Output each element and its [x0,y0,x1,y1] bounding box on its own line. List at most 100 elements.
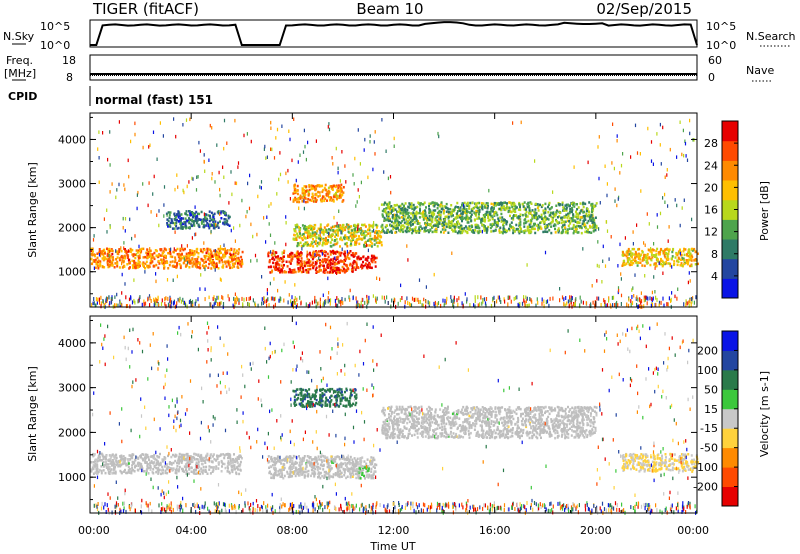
power-cell [214,253,217,256]
velocity-cell [183,470,186,473]
near-range-speck [637,297,639,302]
scatter-speck [237,161,240,165]
power-cell [512,231,515,235]
power-cell [175,224,178,228]
power-cell [429,202,432,205]
near-range-speck [626,302,628,307]
near-range-speck [138,298,140,303]
power-cell [298,230,301,233]
power-cell [475,223,478,227]
power-cell [307,197,310,201]
near-range-speck [477,303,479,308]
power-cell [208,219,211,223]
power-cell [525,210,528,214]
power-cell [477,206,480,210]
near-range-speck [662,296,664,301]
near-range-speck [688,303,690,308]
power-cell [300,253,303,257]
freq-left-tick-bottom: 8 [66,71,73,84]
near-range-speck [596,296,598,301]
power-cell [434,224,437,227]
power-cell [418,226,421,229]
power-cell [641,264,644,267]
scatter-speck [644,243,646,247]
power-cell [168,216,171,219]
power-cell [164,254,167,258]
power-cell [199,266,202,270]
power-cell [306,255,308,258]
power-cell [315,270,318,273]
velocity-cell [93,453,96,456]
power-cell [368,226,371,230]
power-cell [305,185,308,188]
power-cell [352,261,355,264]
near-range-speck [155,301,157,306]
power-cell [470,225,473,228]
scatter-speck [231,192,233,197]
power-cell [351,229,354,232]
power-cell [169,255,172,258]
power-cell [628,253,631,256]
power-cell [207,258,210,261]
power-cell [304,242,307,246]
power-cell [333,261,336,264]
power-cell [536,203,539,206]
power-cell [466,218,469,221]
power-cell [176,253,179,256]
near-range-speck [119,301,121,306]
scatter-speck [643,241,645,245]
near-range-speck [335,302,337,307]
power-cell [147,266,150,269]
power-cell [315,236,318,239]
power-cell [237,251,240,254]
near-range-speck [214,298,216,303]
power-cell [370,245,373,248]
power-cell [461,229,464,233]
power-cell [342,191,345,194]
power-cell [591,208,593,211]
near-range-speck [111,297,113,301]
power-cell [191,251,194,255]
power-cell [336,256,339,260]
power-cell [473,219,476,222]
power-cell [459,224,462,227]
power-cell [306,243,309,246]
scatter-speck [269,281,271,286]
velocity-cell [115,459,118,462]
scatter-speck [639,152,641,156]
scatter-speck [281,124,283,128]
power-cell [331,262,334,266]
power-cell [230,256,233,259]
velocity-cell [237,468,239,471]
near-range-speck [228,297,230,302]
power-cell [493,211,496,214]
near-range-speck [644,297,646,302]
power-cell [274,251,277,254]
power-cell [344,234,347,237]
power-cell [525,220,528,224]
power-cell [294,196,297,200]
velocity-cell [157,466,160,470]
scatter-speck [328,231,330,236]
near-range-speck [549,296,551,301]
power-cell [153,257,156,261]
power-cell [533,224,536,227]
power-cell [337,234,339,237]
power-cell [217,267,220,270]
near-range-speck [639,298,641,303]
power-cell [138,262,141,265]
power-cell [343,262,346,266]
velocity-cell [190,460,193,464]
power-cell [667,250,670,253]
scatter-speck [632,242,634,246]
power-cell [339,196,342,199]
power-cell [630,254,633,257]
power-cell [317,234,320,237]
power-cell [326,242,328,245]
scatter-speck [166,213,168,217]
power-cell [438,204,441,207]
power-cell [227,214,230,218]
power-cell [389,212,392,215]
power-cell [448,221,451,224]
scatter-speck [314,253,316,257]
